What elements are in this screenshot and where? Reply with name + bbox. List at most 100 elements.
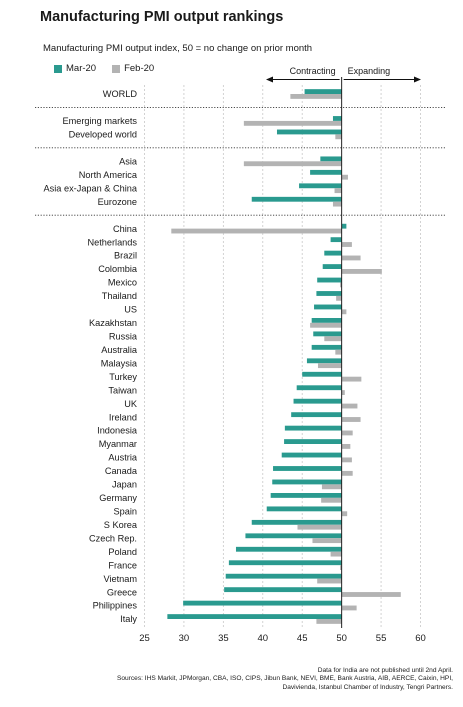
category-label-australia: Australia (101, 345, 138, 355)
category-label-north-america: North America (79, 170, 138, 180)
legend-swatch-mar20 (54, 64, 62, 73)
x-tick-label-40: 40 (257, 633, 268, 644)
x-tick-label-35: 35 (218, 633, 229, 644)
bar-mar20-germany (270, 493, 342, 498)
category-label-russia: Russia (109, 332, 138, 342)
bar-feb20-indonesia (341, 430, 353, 436)
category-label-austria: Austria (108, 453, 137, 463)
bar-feb20-eurozone (332, 201, 342, 207)
category-label-eurozone: Eurozone (98, 197, 137, 207)
bar-feb20-austria (341, 457, 352, 463)
bar-feb20-asia-ex-japan-and-china (334, 188, 342, 194)
x-tick-label-50: 50 (336, 633, 347, 644)
bar-feb20-china (171, 228, 342, 234)
category-label-us: US (124, 305, 137, 315)
bar-mar20-turkey (302, 371, 342, 377)
bar-mar20-indonesia (284, 425, 342, 431)
bar-mar20-taiwan (296, 385, 342, 391)
bar-feb20-vietnam (317, 578, 342, 584)
bar-mar20-japan (272, 479, 342, 485)
category-label-turkey: Turkey (109, 372, 137, 382)
bar-mar20-spain (266, 506, 342, 512)
bar-feb20-myanmar (341, 444, 351, 449)
legend-label-mar20: Mar-20 (66, 63, 97, 74)
bar-mar20-poland (235, 546, 342, 552)
x-tick-label-45: 45 (297, 633, 308, 644)
footnote-line-2: Sources: IHS Markit, JPMorgan, CBA, ISO,… (116, 675, 453, 683)
bar-mar20-colombia (322, 264, 342, 269)
bar-mar20-greece (224, 587, 342, 593)
bar-mar20-asia-ex-japan-and-china (299, 183, 342, 189)
legend: Mar-20 Feb-20 (54, 63, 154, 74)
category-label-indonesia: Indonesia (97, 426, 138, 436)
bar-feb20-uk (341, 403, 358, 409)
bar-mar20-uk (293, 398, 342, 404)
bar-feb20-colombia (341, 269, 382, 274)
bar-mar20-ireland (291, 412, 342, 418)
legend-item-mar20: Mar-20 (54, 63, 96, 74)
bar-mar20-brazil (324, 250, 342, 256)
category-label-czech-rep: Czech Rep. (89, 533, 137, 543)
footnote-line-1: Data for India are not published until 2… (317, 667, 453, 674)
bar-feb20-russia (324, 336, 342, 342)
category-label-world: WORLD (103, 89, 138, 99)
arrowhead-contracting (266, 76, 273, 83)
bar-mar20-kazakhstan (311, 318, 342, 323)
bar-feb20-germany (321, 497, 342, 503)
direction-label-expanding: Expanding (348, 66, 391, 76)
bar-mar20-north-america (310, 169, 342, 175)
bar-feb20-s-korea (297, 524, 342, 530)
bar-feb20-czech-rep (312, 538, 342, 544)
bar-feb20-developed-world (335, 134, 342, 140)
category-label-japan: Japan (112, 480, 137, 490)
bar-mar20-czech-rep (245, 533, 342, 539)
category-label-s-korea: S Korea (104, 520, 138, 530)
bar-feb20-italy (316, 619, 342, 624)
category-label-china: China (113, 224, 138, 234)
bar-feb20-canada (341, 470, 353, 476)
category-label-philippines: Philippines (93, 601, 138, 611)
category-label-greece: Greece (107, 587, 137, 597)
bar-feb20-france (340, 565, 342, 570)
bar-feb20-asia (243, 161, 342, 167)
bar-mar20-russia (313, 331, 342, 337)
x-tick-label-60: 60 (415, 633, 426, 644)
bar-feb20-philippines (341, 605, 357, 611)
category-label-brazil: Brazil (114, 251, 137, 261)
bar-mar20-italy (167, 614, 342, 619)
bar-feb20-world (290, 94, 342, 99)
bar-feb20-north-america (341, 174, 348, 180)
bar-mar20-malaysia (306, 358, 342, 364)
bar-mar20-canada (273, 466, 342, 471)
x-tick-label-30: 30 (179, 633, 190, 644)
direction-label-contracting: Contracting (290, 66, 336, 76)
category-label-italy: Italy (120, 614, 137, 624)
category-label-developed-world: Developed world (69, 130, 137, 140)
chart-subtitle: Manufacturing PMI output index, 50 = no … (43, 43, 313, 54)
category-label-vietnam: Vietnam (103, 574, 137, 584)
category-label-ireland: Ireland (109, 412, 137, 422)
category-label-netherlands: Netherlands (87, 237, 137, 247)
category-label-taiwan: Taiwan (108, 385, 137, 395)
category-label-emerging-markets: Emerging markets (62, 116, 137, 126)
legend-swatch-feb20 (112, 64, 121, 73)
arrowhead-expanding (414, 76, 421, 83)
category-label-france: France (108, 560, 137, 570)
footnote-line-3: Davivienda, Istanbul Chamber of Industry… (282, 683, 453, 691)
bar-feb20-brazil (341, 255, 361, 261)
category-label-germany: Germany (99, 493, 137, 503)
bar-mar20-s-korea (251, 519, 342, 525)
bar-feb20-netherlands (341, 242, 352, 247)
bar-mar20-thailand (316, 291, 342, 296)
category-label-kazakhstan: Kazakhstan (89, 318, 137, 328)
bar-mar20-developed-world (276, 129, 342, 135)
bar-feb20-thailand (336, 295, 342, 301)
bar-mar20-netherlands (330, 237, 342, 243)
bar-mar20-vietnam (225, 573, 342, 579)
x-tick-label-25: 25 (139, 633, 150, 644)
bar-mar20-china (341, 223, 347, 229)
bar-feb20-japan (321, 484, 342, 490)
category-label-spain: Spain (114, 507, 138, 517)
